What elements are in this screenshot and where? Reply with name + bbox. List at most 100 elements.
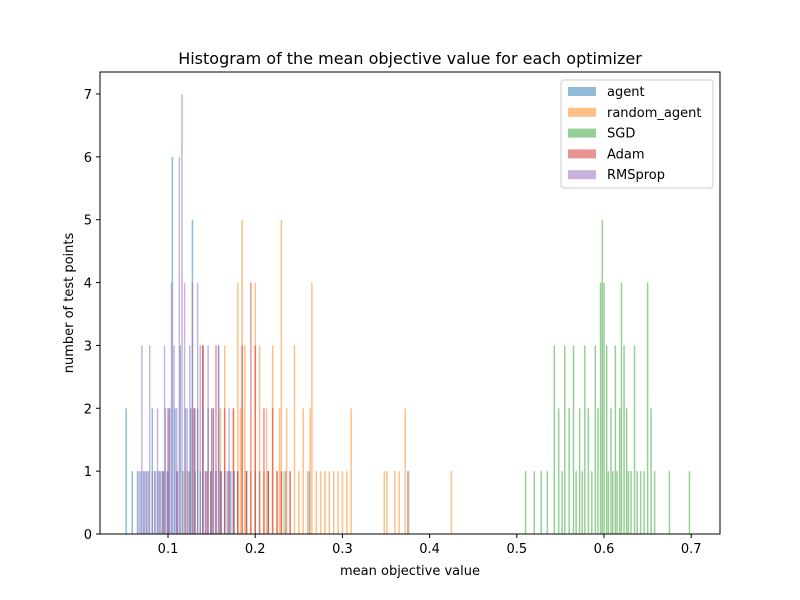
histogram-bar bbox=[187, 471, 189, 534]
histogram-bar bbox=[163, 345, 166, 534]
legend-frame bbox=[560, 79, 714, 189]
histogram-bar bbox=[688, 471, 691, 534]
histogram-bar bbox=[524, 471, 527, 534]
histogram-bar bbox=[620, 282, 623, 534]
histogram-bar bbox=[212, 408, 215, 534]
x-tick-label: 0.7 bbox=[681, 542, 702, 557]
y-tick-label: 3 bbox=[84, 339, 92, 354]
histogram-bar bbox=[283, 471, 285, 534]
histogram-bar bbox=[578, 408, 581, 534]
series-sgd bbox=[524, 219, 691, 534]
histogram-bar bbox=[237, 471, 239, 534]
histogram-bar bbox=[232, 471, 235, 534]
histogram-bar bbox=[167, 408, 169, 534]
histogram-bar bbox=[143, 471, 146, 534]
histogram-bar bbox=[584, 345, 586, 534]
histogram-bar bbox=[561, 471, 563, 534]
y-tick-label: 6 bbox=[84, 151, 92, 166]
y-tick-label: 1 bbox=[84, 465, 92, 480]
histogram-bar bbox=[285, 471, 287, 534]
histogram-bar bbox=[271, 408, 274, 534]
plot-frame bbox=[99, 71, 721, 535]
histogram-bar bbox=[630, 471, 632, 534]
histogram-bar bbox=[337, 471, 339, 534]
histogram-bar bbox=[168, 408, 170, 534]
histogram-bar bbox=[605, 345, 608, 534]
legend-label: RMSprop bbox=[607, 168, 665, 183]
histogram-bar bbox=[193, 408, 195, 534]
legend-label: agent bbox=[607, 85, 645, 100]
histogram-bar bbox=[533, 471, 535, 534]
histogram-bar bbox=[404, 408, 406, 534]
histogram-bar bbox=[646, 282, 649, 534]
legend-swatch bbox=[568, 107, 596, 117]
histogram-bar bbox=[131, 471, 133, 534]
histogram-bar bbox=[148, 471, 150, 534]
histogram-bar bbox=[575, 471, 577, 534]
histogram-bar bbox=[581, 471, 583, 534]
histogram-bar bbox=[625, 408, 628, 534]
histogram-bar bbox=[254, 345, 256, 534]
histogram-bar bbox=[568, 408, 570, 534]
bars-layer bbox=[125, 94, 691, 535]
histogram-bar bbox=[125, 408, 127, 534]
histogram-bar bbox=[328, 471, 331, 534]
histogram-bar bbox=[383, 471, 386, 534]
histogram-bar bbox=[610, 408, 612, 534]
histogram-bar bbox=[189, 345, 191, 534]
x-tick-label: 0.1 bbox=[158, 542, 179, 557]
x-tick-label: 0.4 bbox=[419, 542, 440, 557]
legend-swatch bbox=[568, 170, 596, 180]
y-tick-label: 7 bbox=[84, 88, 92, 103]
histogram-bar bbox=[202, 408, 204, 534]
histogram-bar bbox=[306, 471, 309, 534]
histogram-bar bbox=[145, 471, 147, 534]
histogram-bar bbox=[142, 471, 145, 534]
histogram-bar bbox=[643, 471, 645, 534]
histogram-bar bbox=[244, 345, 246, 534]
histogram-bar bbox=[616, 471, 618, 534]
legend-swatch bbox=[568, 87, 596, 96]
histogram-bar bbox=[237, 282, 239, 534]
histogram-bar bbox=[614, 345, 617, 534]
histogram-bar bbox=[293, 345, 296, 534]
histogram-bar bbox=[267, 471, 270, 534]
y-axis: 0 1 2 3 4 5 6 7 bbox=[84, 88, 100, 543]
histogram-bar bbox=[171, 156, 174, 535]
histogram-bar bbox=[265, 408, 268, 534]
histogram-bar bbox=[280, 471, 283, 534]
histogram-bar bbox=[302, 408, 304, 534]
histogram-bar bbox=[258, 471, 261, 534]
y-tick-label: 2 bbox=[84, 402, 92, 417]
histogram-bar bbox=[186, 408, 188, 534]
histogram-bar bbox=[223, 471, 226, 534]
histogram-bar bbox=[591, 471, 593, 534]
histogram-bar bbox=[308, 471, 311, 534]
histogram-bar bbox=[239, 408, 242, 534]
legend-label: Adam bbox=[607, 147, 645, 162]
histogram-bar bbox=[263, 408, 265, 534]
histogram-bar bbox=[215, 471, 217, 534]
histogram-bar bbox=[386, 471, 388, 534]
histogram-bar bbox=[557, 408, 560, 534]
x-tick-label: 0.5 bbox=[506, 542, 527, 557]
histogram-bar bbox=[564, 345, 566, 534]
histogram-bar bbox=[173, 345, 175, 534]
histogram-bar bbox=[176, 408, 178, 534]
histogram-bar bbox=[178, 156, 181, 535]
histogram-bar bbox=[258, 345, 261, 534]
histogram-bar bbox=[250, 282, 252, 534]
histogram-bar bbox=[587, 408, 590, 534]
histogram-bar bbox=[169, 408, 171, 534]
histogram-bar bbox=[217, 345, 220, 534]
histogram-bar bbox=[196, 282, 199, 534]
x-tick-label: 0.2 bbox=[245, 542, 266, 557]
histogram-bar bbox=[189, 408, 192, 534]
histogram-bar bbox=[138, 471, 140, 534]
histogram-bar bbox=[341, 471, 344, 534]
histogram-bar bbox=[241, 345, 243, 534]
histogram-bar bbox=[280, 219, 283, 534]
histogram-bar bbox=[594, 345, 597, 534]
histogram-bar bbox=[636, 471, 638, 534]
histogram-bar bbox=[627, 471, 630, 534]
